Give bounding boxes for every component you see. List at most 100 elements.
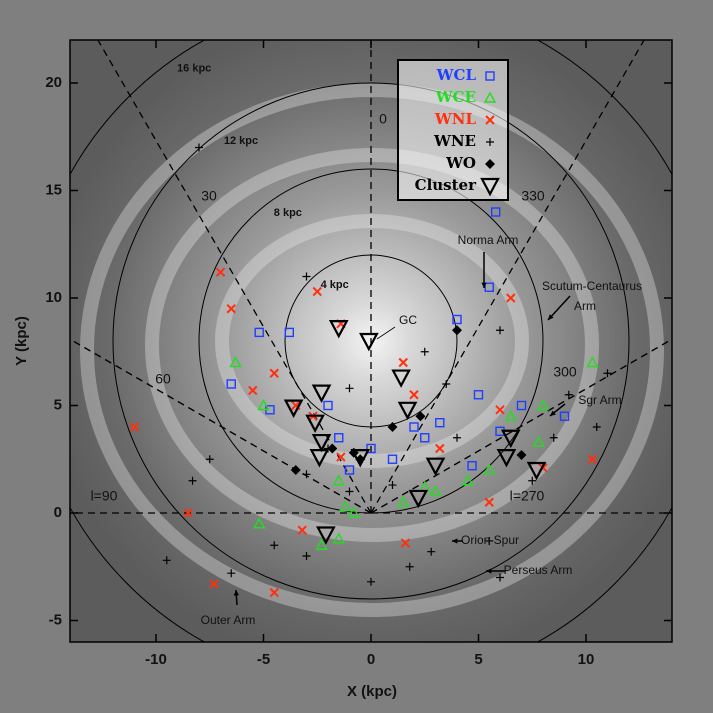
ring-label: 16 kpc [177, 63, 211, 75]
point [350, 449, 371, 468]
point [347, 506, 360, 518]
x-axis-title: X (kpc) [347, 683, 397, 700]
point [516, 449, 527, 460]
point [269, 368, 279, 378]
annotation: Orion Spur [461, 533, 519, 547]
point [592, 423, 601, 431]
ring-label: 8 kpc [274, 207, 302, 219]
point [442, 380, 451, 388]
point [425, 457, 446, 477]
point [302, 552, 311, 560]
point [491, 207, 501, 217]
point [526, 461, 547, 481]
point [209, 579, 219, 589]
point [398, 357, 408, 368]
point [496, 326, 504, 335]
point [195, 143, 203, 152]
point [532, 435, 545, 447]
longitude-label: 30 [201, 188, 217, 204]
point [284, 327, 294, 338]
y-tick-label: 15 [45, 181, 62, 198]
point [467, 461, 477, 471]
y-tick-label: 10 [45, 289, 62, 306]
point [409, 422, 419, 432]
point [420, 347, 429, 356]
point [461, 474, 474, 486]
point [453, 433, 461, 442]
point [387, 454, 398, 464]
longitude-label: 0 [379, 111, 387, 127]
point [483, 463, 496, 475]
legend-label: WNE [433, 132, 476, 150]
point [367, 577, 375, 586]
point [162, 556, 171, 565]
y-tick-label: 5 [54, 396, 62, 413]
ring-label: 12 kpc [224, 135, 258, 147]
point [504, 409, 517, 421]
legend: WCL WCE WNL WNE WO Cluster [397, 59, 509, 201]
point [485, 536, 494, 545]
point [435, 443, 445, 454]
x-tick-label: 0 [367, 651, 375, 668]
point [496, 573, 504, 582]
point [334, 433, 344, 443]
longitude-label: l=270 [510, 488, 545, 504]
point [336, 452, 346, 462]
x-tick-label: -10 [145, 651, 167, 668]
gc-pointer [376, 326, 396, 340]
x-tick-label: -5 [257, 651, 270, 668]
legend-marker [480, 177, 500, 197]
point [452, 325, 462, 336]
y-tick-label: 20 [45, 74, 62, 91]
point [500, 429, 521, 449]
x-tick-label: 5 [474, 651, 482, 668]
y-tick-label: -5 [49, 611, 62, 628]
point [309, 449, 330, 468]
longitude-line [370, 338, 672, 514]
longitude-label: l=90 [91, 488, 118, 504]
point [603, 369, 612, 378]
point [327, 443, 338, 454]
point [528, 476, 537, 485]
point [290, 465, 301, 475]
point [435, 418, 445, 428]
annotation: Norma Arm [458, 233, 519, 247]
point [516, 400, 527, 411]
arrow-head [452, 538, 458, 544]
point [564, 390, 573, 399]
gc-label: GC [399, 313, 417, 327]
point [129, 422, 140, 432]
point [359, 332, 379, 352]
point [254, 327, 264, 338]
point [227, 569, 236, 578]
legend-marker [483, 91, 497, 103]
point [302, 272, 311, 281]
point [332, 532, 345, 544]
point [315, 538, 328, 550]
point [408, 489, 429, 509]
arrow-head [550, 410, 556, 416]
point [311, 433, 332, 453]
annotation-arrow [547, 295, 571, 321]
point [323, 400, 333, 411]
point [339, 500, 352, 512]
arrow-head [233, 590, 239, 596]
annotation: Scutum-Centaurus [542, 279, 642, 293]
legend-label: WNL [434, 110, 477, 128]
point [328, 320, 349, 339]
point [409, 390, 419, 400]
point [405, 562, 414, 571]
point [415, 411, 426, 422]
point [188, 476, 197, 485]
longitude-label: 300 [553, 364, 577, 380]
point [183, 508, 193, 518]
point [427, 547, 436, 556]
point [484, 282, 494, 292]
arrow-head [481, 282, 487, 288]
point [400, 538, 411, 548]
point [205, 455, 214, 464]
point [388, 481, 397, 490]
point [484, 497, 494, 507]
arrow-head [486, 568, 492, 574]
